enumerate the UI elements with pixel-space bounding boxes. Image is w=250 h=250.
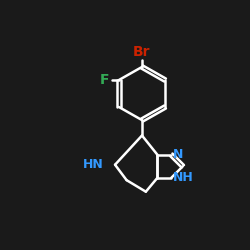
Text: NH: NH: [173, 171, 194, 184]
Text: F: F: [100, 73, 109, 87]
Text: N: N: [173, 148, 183, 161]
Text: HN: HN: [83, 158, 103, 171]
Text: Br: Br: [133, 44, 151, 59]
